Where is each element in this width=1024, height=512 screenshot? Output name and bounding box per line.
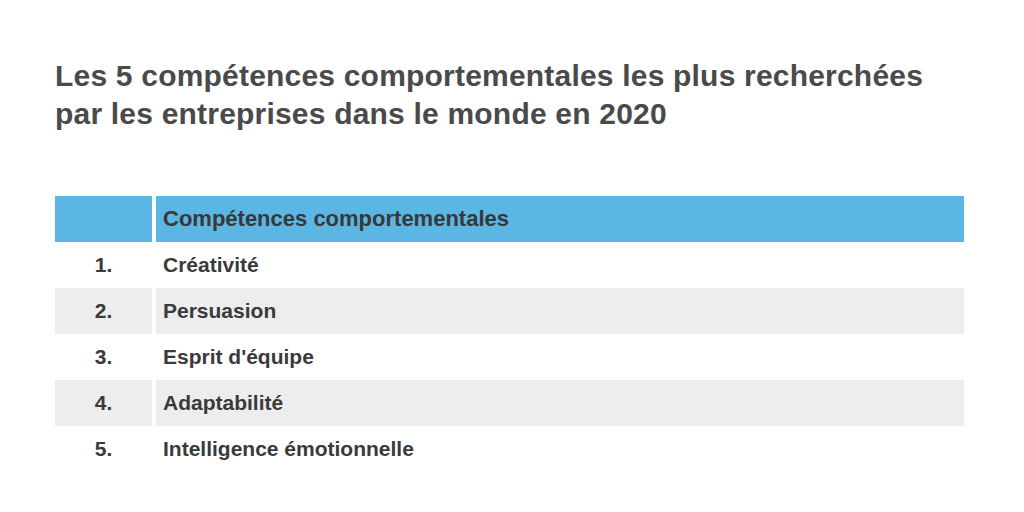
- infographic-canvas: Les 5 compétences comportementales les p…: [0, 0, 1024, 512]
- skill-cell: Persuasion: [156, 288, 964, 334]
- header-rank-cell: [55, 196, 152, 242]
- skills-table: Compétences comportementales 1. Créativi…: [55, 196, 964, 472]
- page-title-line-1: Les 5 compétences comportementales les p…: [55, 57, 985, 95]
- table-row: 3. Esprit d'équipe: [55, 334, 964, 380]
- rank-cell: 4.: [55, 380, 152, 426]
- table-row: 2. Persuasion: [55, 288, 964, 334]
- table-header-row: Compétences comportementales: [55, 196, 964, 242]
- table-row: 1. Créativité: [55, 242, 964, 288]
- rank-cell: 5.: [55, 426, 152, 472]
- skill-cell: Créativité: [156, 242, 964, 288]
- skill-cell: Intelligence émotionnelle: [156, 426, 964, 472]
- rank-cell: 2.: [55, 288, 152, 334]
- table-row: 5. Intelligence émotionnelle: [55, 426, 964, 472]
- skill-cell: Adaptabilité: [156, 380, 964, 426]
- header-skill-cell: Compétences comportementales: [156, 196, 964, 242]
- table-row: 4. Adaptabilité: [55, 380, 964, 426]
- page-title: Les 5 compétences comportementales les p…: [55, 57, 985, 133]
- rank-cell: 3.: [55, 334, 152, 380]
- skill-cell: Esprit d'équipe: [156, 334, 964, 380]
- page-title-line-2: par les entreprises dans le monde en 202…: [55, 95, 985, 133]
- rank-cell: 1.: [55, 242, 152, 288]
